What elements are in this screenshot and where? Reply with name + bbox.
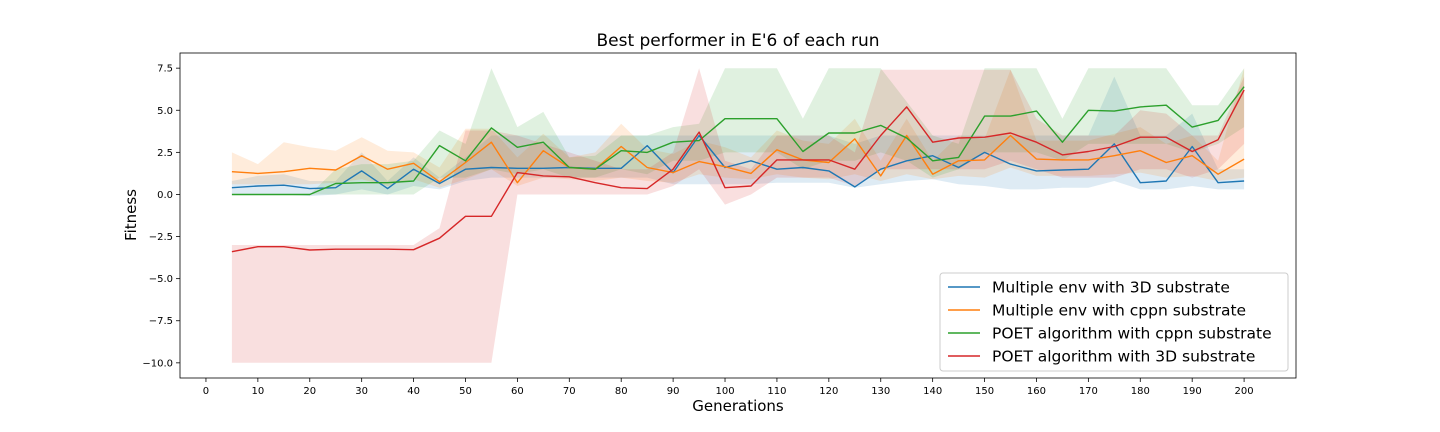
confidence-band-4 <box>231 68 1245 363</box>
x-tick-label: 110 <box>767 386 786 397</box>
confidence-band-1 <box>231 76 1245 197</box>
x-tick-label: 80 <box>615 386 628 397</box>
x-tick-label: 170 <box>1079 386 1098 397</box>
plot-frame <box>179 52 1297 379</box>
x-tick-label: 50 <box>459 386 472 397</box>
legend-label-3: POET algorithm with cppn substrate <box>992 325 1272 343</box>
x-axis-label: Generations <box>692 397 784 415</box>
series-line-3 <box>231 86 1245 196</box>
x-tick-label: 120 <box>819 386 838 397</box>
x-tick-label: 190 <box>1183 386 1202 397</box>
x-tick-label: 0 <box>203 386 209 397</box>
legend: Multiple env with 3D substrate Multiple e… <box>939 272 1289 372</box>
x-tick-label: 150 <box>975 386 994 397</box>
legend-label-2: Multiple env with cppn substrate <box>992 302 1246 320</box>
y-axis-label: Fitness <box>122 189 140 241</box>
y-tick-label: −2.5 <box>149 232 173 243</box>
legend-label-1: Multiple env with 3D substrate <box>992 279 1230 297</box>
x-tick-label: 60 <box>511 386 524 397</box>
x-tick-label: 90 <box>667 386 680 397</box>
y-tick-label: 5.0 <box>157 106 173 117</box>
x-tick-label: 200 <box>1235 386 1254 397</box>
y-axis: 7.5 5.0 2.5 0.0 −2.5 −5.0 −7.5 −10.0 <box>142 64 180 369</box>
x-tick-label: 70 <box>563 386 576 397</box>
x-tick-label: 140 <box>923 386 942 397</box>
x-axis: 0 10 20 30 40 50 60 70 80 90 100 110 120 130 140 150 160… <box>203 378 1254 397</box>
x-tick-label: 160 <box>1027 386 1046 397</box>
chart-title: Best performer in E'6 of each run <box>596 31 879 51</box>
confidence-bands <box>231 68 1245 363</box>
x-tick-label: 180 <box>1131 386 1150 397</box>
confidence-band-2 <box>231 68 1245 188</box>
x-tick-label: 130 <box>871 386 890 397</box>
series-line-1 <box>231 134 1245 190</box>
y-tick-label: −7.5 <box>149 316 173 327</box>
series-line-4 <box>231 89 1245 253</box>
legend-box <box>939 272 1289 372</box>
x-tick-label: 40 <box>407 386 420 397</box>
legend-label-4: POET algorithm with 3D substrate <box>992 348 1255 366</box>
series-lines <box>231 86 1245 253</box>
x-tick-label: 20 <box>303 386 316 397</box>
y-tick-label: −5.0 <box>149 274 173 285</box>
y-tick-label: 0.0 <box>157 190 173 201</box>
y-tick-label: −10.0 <box>142 358 173 369</box>
x-tick-label: 30 <box>355 386 368 397</box>
y-tick-label: 7.5 <box>157 64 173 75</box>
x-tick-label: 10 <box>251 386 264 397</box>
y-tick-label: 2.5 <box>157 148 173 159</box>
confidence-band-3 <box>231 68 1245 195</box>
series-line-2 <box>231 134 1245 184</box>
x-tick-label: 100 <box>715 386 734 397</box>
